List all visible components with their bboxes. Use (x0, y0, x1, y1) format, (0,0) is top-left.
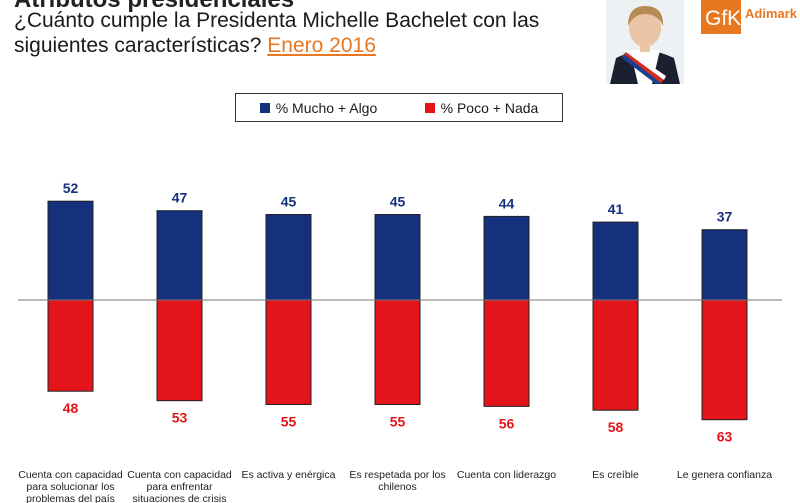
data-label-negative-3: 55 (281, 414, 297, 430)
page-heading: Atributos presidenciales (14, 0, 294, 14)
bar-negative-2 (156, 299, 203, 402)
period-label: Enero 2016 (267, 34, 376, 57)
legend-item-negative: % Poco + Nada (424, 99, 539, 116)
portrait-illustration (606, 0, 684, 84)
data-label-positive-5: 44 (499, 195, 515, 211)
category-label-6: Es creíble (592, 469, 639, 481)
data-label-negative-6: 58 (608, 419, 624, 435)
data-label-positive-6: 41 (608, 201, 624, 217)
category-label-2: Cuenta con capacidad para enfrentar situac… (127, 469, 232, 503)
logo-name: Adimark (745, 6, 798, 21)
data-label-positive-2: 47 (172, 190, 188, 206)
data-label-positive-3: 45 (281, 194, 297, 210)
bar-positive-3 (265, 214, 312, 301)
category-label-1: Cuenta con capacidad para solucionar los p… (18, 469, 123, 503)
bar-positive-4 (374, 214, 421, 301)
bar-negative-7 (701, 299, 748, 421)
gfk-adimark-logo: GfK Adimark (701, 0, 800, 34)
bar-positive-6 (592, 221, 639, 301)
legend-swatch-positive (259, 102, 270, 113)
bar-positive-1 (47, 200, 94, 301)
legend-swatch-negative (424, 102, 435, 113)
bar-negative-5 (483, 299, 530, 407)
data-label-negative-2: 53 (172, 410, 188, 426)
question-text: ¿Cuánto cumple la Presidenta Michelle Ba… (14, 9, 540, 57)
legend-label-negative: % Poco + Nada (440, 99, 539, 116)
legend-label-positive: % Mucho + Algo (275, 99, 378, 116)
bar-negative-4 (374, 299, 421, 405)
bar-negative-3 (265, 299, 312, 405)
bar-negative-1 (47, 299, 94, 392)
bar-positive-2 (156, 210, 203, 301)
category-label-5: Cuenta con liderazgo (457, 469, 556, 481)
logo-brand: GfK (705, 7, 741, 30)
data-label-negative-5: 56 (499, 415, 515, 431)
category-label-7: Le genera confianza (677, 469, 772, 481)
category-label-3: Es activa y enérgica (242, 469, 336, 481)
data-label-negative-4: 55 (390, 414, 406, 430)
bar-positive-5 (483, 215, 530, 301)
data-label-negative-1: 48 (63, 400, 79, 416)
data-label-positive-1: 52 (63, 180, 79, 196)
data-label-positive-7: 37 (717, 209, 733, 225)
category-label-4: Es respetada por los chilenos (349, 469, 445, 493)
data-label-positive-4: 45 (390, 194, 406, 210)
data-label-negative-7: 63 (717, 429, 733, 445)
chart-legend: % Mucho + Algo % Poco + Nada (235, 93, 563, 122)
page-title: ¿Cuánto cumple la Presidenta Michelle Ba… (14, 8, 574, 58)
bar-negative-6 (592, 299, 639, 411)
president-portrait (606, 0, 684, 84)
legend-item-positive: % Mucho + Algo (259, 99, 378, 116)
bar-positive-7 (701, 229, 748, 301)
